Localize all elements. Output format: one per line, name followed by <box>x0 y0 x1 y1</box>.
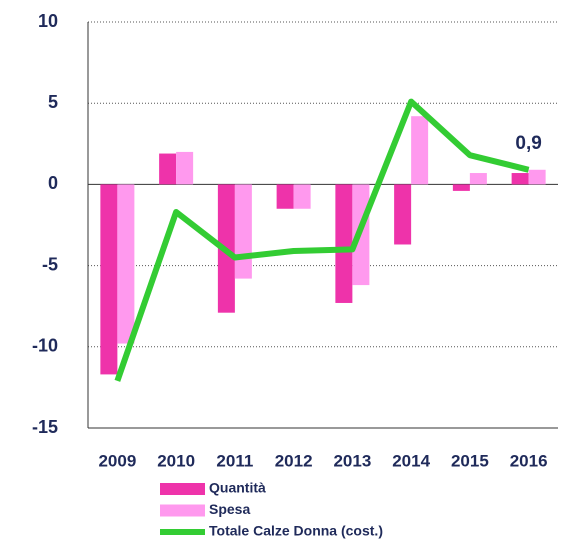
y-tick-label: -15 <box>32 417 58 437</box>
y-tick-label: 10 <box>38 11 58 31</box>
x-tick-label: 2009 <box>98 451 136 470</box>
legend-label: Spesa <box>209 501 250 517</box>
bar <box>100 184 118 375</box>
x-tick-label: 2012 <box>275 451 313 470</box>
x-tick-label: 2011 <box>216 451 253 470</box>
bar <box>511 173 529 185</box>
legend-swatch <box>160 504 205 517</box>
y-tick-label: 0 <box>48 173 58 193</box>
bar <box>293 184 311 209</box>
legend-label: Quantità <box>209 480 266 496</box>
legend-label: Totale Calze Donna (cost.) <box>209 523 383 539</box>
x-tick-label: 2014 <box>392 451 430 470</box>
bar <box>469 173 487 185</box>
bar <box>335 184 353 303</box>
y-tick-label: 5 <box>48 92 58 112</box>
line <box>114 98 530 382</box>
x-tick-label: 2016 <box>510 451 548 470</box>
bar <box>528 169 546 185</box>
x-tick-label: 2010 <box>157 451 195 470</box>
bar <box>117 184 135 344</box>
bar <box>176 151 194 185</box>
legend-swatch <box>160 483 205 495</box>
bar <box>234 184 252 279</box>
x-tick-label: 2013 <box>333 451 371 470</box>
bar <box>411 116 429 185</box>
bar <box>394 184 412 245</box>
data-label: 0,9 <box>515 133 541 154</box>
x-tick-label: 2015 <box>451 451 489 470</box>
bar <box>276 184 294 209</box>
bar <box>452 184 470 191</box>
y-tick-label: -10 <box>32 336 58 356</box>
y-tick-label: -5 <box>42 254 58 274</box>
bar <box>159 153 177 185</box>
